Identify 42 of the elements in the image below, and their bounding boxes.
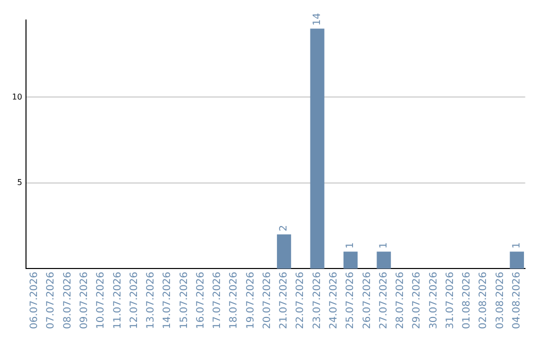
- bar: [276, 234, 292, 269]
- x-tick-label: 07.07.2026: [46, 272, 57, 330]
- x-tick-label: 19.07.2026: [245, 272, 256, 330]
- y-tick-label: 5: [17, 178, 22, 188]
- x-tick-label: 09.07.2026: [78, 272, 90, 330]
- x-tick-label: 01.08.2026: [462, 272, 473, 330]
- x-tick-label: 29.07.2026: [412, 272, 423, 330]
- bar: [510, 252, 524, 269]
- x-tick-label: 04.08.2026: [511, 272, 522, 330]
- x-tick-label: 17.07.2026: [212, 272, 224, 330]
- x-tick-label: 11.07.2026: [112, 272, 124, 330]
- x-tick-label: 16.07.2026: [195, 272, 206, 330]
- data-label: 1: [511, 242, 522, 249]
- x-tick-label: 31.07.2026: [444, 272, 456, 330]
- x-tick-label: 08.07.2026: [62, 272, 74, 330]
- bar: [343, 252, 358, 269]
- x-tick-label: 24.07.2026: [328, 272, 340, 330]
- data-label: 1: [378, 242, 390, 249]
- x-tick-label: 22.07.2026: [295, 272, 306, 330]
- x-tick-label: 14.07.2026: [162, 272, 174, 330]
- x-tick-label: 06.07.2026: [29, 272, 40, 330]
- x-tick-label: 10.07.2026: [96, 272, 107, 330]
- x-tick-label: 25.07.2026: [345, 272, 356, 330]
- x-tick-label: 03.08.2026: [494, 272, 506, 330]
- data-label: 2: [278, 225, 290, 232]
- x-tick-label: 15.07.2026: [178, 272, 190, 330]
- x-tick-label: 20.07.2026: [262, 272, 273, 330]
- x-tick-label: 18.07.2026: [228, 272, 240, 330]
- x-tick-label: 13.07.2026: [146, 272, 157, 330]
- data-label: 14: [312, 12, 323, 26]
- bar: [376, 252, 391, 269]
- x-tick-label: 02.08.2026: [478, 272, 490, 330]
- x-tick-label: 30.07.2026: [428, 272, 440, 330]
- data-label: 1: [345, 242, 356, 249]
- x-tick-label: 28.07.2026: [395, 272, 406, 330]
- x-tick-label: 27.07.2026: [378, 272, 390, 330]
- x-tick-label: 21.07.2026: [278, 272, 290, 330]
- y-tick-label: 10: [12, 92, 22, 102]
- x-tick-label: 12.07.2026: [128, 272, 140, 330]
- bar: [310, 28, 324, 269]
- x-tick-label: 23.07.2026: [312, 272, 323, 330]
- x-tick-label: 26.07.2026: [362, 272, 373, 330]
